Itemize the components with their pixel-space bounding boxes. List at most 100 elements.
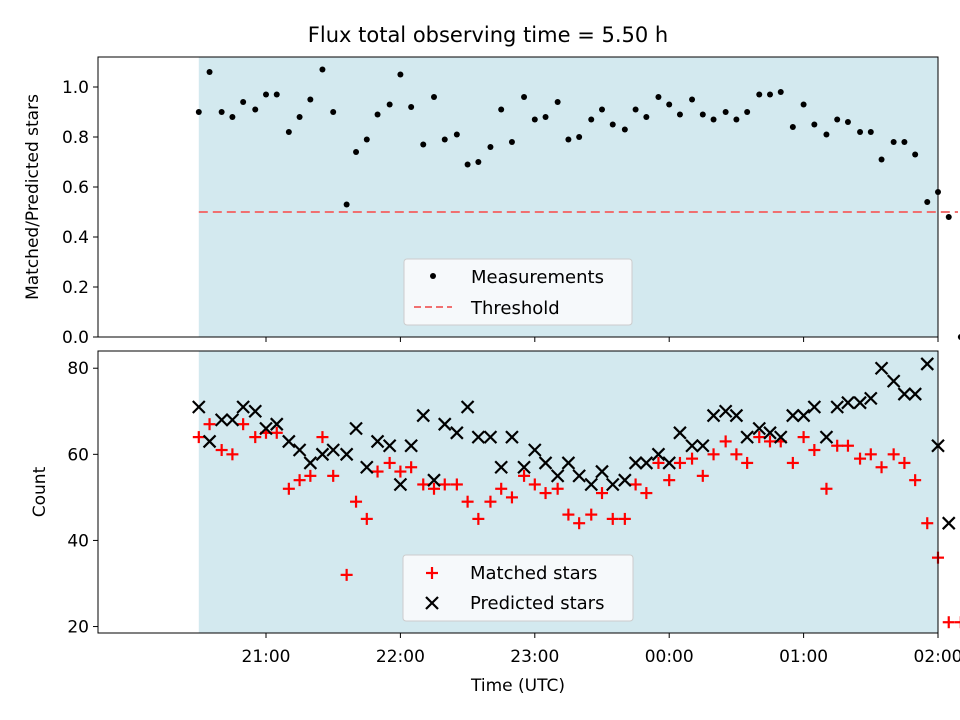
x-marker-stroke [437, 417, 452, 431]
predicted-star-point [572, 469, 586, 483]
matched-star-point [495, 482, 508, 495]
measurement-point [800, 101, 807, 108]
matched-star-point [350, 495, 363, 508]
x-marker-stroke [315, 447, 330, 462]
matched-star-point [249, 431, 262, 444]
ratio-panel-ticks: 0.0 0.2 0.4 0.6 0.8 1.0 [62, 78, 939, 348]
predicted-star-point [864, 391, 878, 406]
x-marker-stroke [864, 391, 878, 406]
x-marker-stroke [214, 413, 229, 427]
matched-star-point [618, 512, 631, 525]
x-marker-stroke [282, 434, 296, 449]
predicted-star-point [225, 413, 240, 427]
x-marker-stroke [718, 404, 733, 419]
predicted-star-point [269, 417, 284, 431]
measurement-point [240, 99, 247, 105]
predicted-star-point [517, 460, 531, 475]
matched-star-point [797, 431, 810, 444]
x-marker-stroke [740, 430, 754, 444]
predicted-star-point [908, 387, 922, 401]
matched-star-point [663, 474, 676, 487]
ratio-y-tick-label: 0.8 [62, 128, 89, 148]
measurement-point [632, 106, 639, 113]
matched-star-points [192, 418, 960, 629]
matched-star-point [472, 512, 485, 525]
measurement-point [844, 119, 851, 125]
x-marker-stroke [360, 460, 374, 475]
ratio-y-axis-label: Matched/Predicted stars [23, 94, 43, 300]
x-marker-stroke [618, 473, 632, 487]
measurement-point [834, 116, 841, 123]
x-marker-stroke [550, 469, 565, 483]
measurement-point [655, 94, 662, 100]
x-marker-stroke [425, 596, 439, 610]
matched-star-point [484, 495, 497, 508]
measurement-point [722, 109, 729, 115]
matched-star-point [438, 478, 451, 491]
predicted-star-point [538, 456, 553, 470]
x-marker-stroke [696, 438, 710, 453]
legend-marker-measurements [430, 273, 436, 279]
matched-star-point [282, 482, 295, 495]
x-marker-stroke [483, 430, 498, 444]
predicted-star-point [628, 456, 643, 470]
count-panel-ticks: 20 40 60 80 21:00 22:00 23:00 00:00 01:00 02:00 [67, 359, 960, 667]
x-marker-stroke [505, 430, 519, 444]
ratio-y-tick-label: 0.6 [62, 178, 89, 198]
matched-star-point [293, 474, 306, 487]
predicted-star-point [752, 421, 767, 436]
predicted-star-point [483, 430, 498, 444]
x-marker-stroke [572, 469, 586, 483]
legend-marker-matched [426, 567, 438, 579]
predicted-star-point [303, 456, 318, 470]
x-marker-stroke [339, 447, 354, 462]
measurement-point [441, 136, 448, 143]
predicted-star-point [696, 438, 710, 453]
matched-star-point [428, 482, 440, 495]
count-panel: 20 40 60 80 21:00 22:00 23:00 00:00 01:00 02:00 C… [30, 350, 960, 696]
x-marker-stroke [326, 443, 340, 457]
measurement-point [878, 156, 885, 163]
predicted-star-point [360, 460, 374, 475]
x-marker-stroke [841, 395, 855, 410]
predicted-star-point [326, 443, 340, 457]
measurement-points [195, 66, 960, 340]
predicted-star-point [550, 469, 565, 483]
measurement-point [912, 151, 919, 158]
matched-star-point [640, 487, 653, 500]
x-marker-stroke [416, 408, 431, 423]
measurement-point [699, 111, 706, 118]
measurement-point [542, 114, 549, 120]
measurement-point [823, 131, 830, 138]
predicted-star-point [841, 395, 855, 410]
predicted-star-point [729, 408, 744, 423]
x-marker-stroke [393, 477, 408, 492]
predicted-star-point [605, 477, 620, 492]
matched-star-point [741, 456, 754, 469]
matched-star-point [383, 456, 396, 469]
measurement-point [710, 116, 717, 123]
measurement-point [218, 109, 225, 115]
measurement-point [498, 106, 505, 113]
predicted-star-point [897, 387, 912, 401]
predicted-star-point [639, 456, 654, 470]
predicted-star-point [236, 400, 250, 414]
x-marker-stroke [450, 426, 464, 440]
measurement-point [343, 201, 350, 208]
count-y-tick-label: 80 [67, 359, 89, 379]
matched-star-point [942, 616, 955, 629]
matched-star-point [764, 435, 776, 448]
x-marker-stroke [605, 477, 620, 492]
measurement-point [857, 129, 864, 135]
x-marker-stroke [561, 456, 576, 470]
x-marker-stroke [853, 395, 867, 410]
ratio-legend: Measurements Threshold [403, 258, 633, 326]
matched-star-point [887, 448, 900, 461]
measurement-point [733, 116, 740, 123]
measurement-point [565, 136, 572, 143]
measurement-point [374, 111, 381, 118]
matched-star-point [898, 456, 911, 469]
measurement-point [252, 106, 259, 113]
x-marker-stroke [259, 421, 273, 436]
